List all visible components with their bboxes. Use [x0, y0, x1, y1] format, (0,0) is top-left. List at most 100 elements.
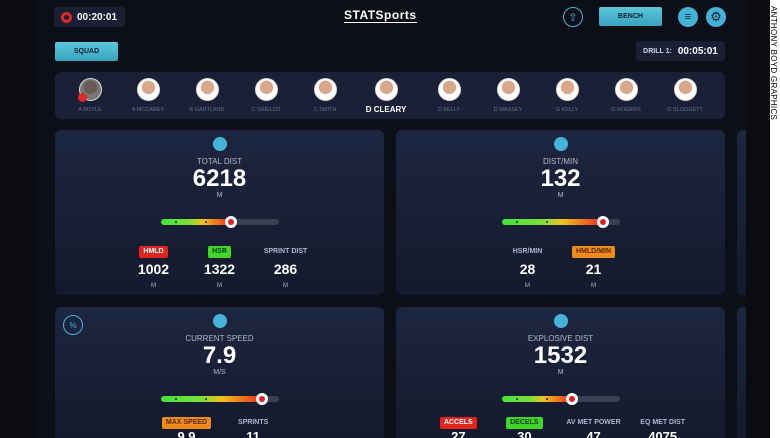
speedometer-icon [212, 314, 227, 328]
sub-metric: ACCELS 27 [434, 411, 482, 438]
card-current-speed: % CURRENT SPEED 7.9 M/S MAX SPEED 9.9 SPRI… [55, 307, 384, 438]
sub-metric-label: SPRINTS [237, 419, 269, 426]
avatar [254, 78, 278, 101]
player-name: G SLOGGETT [667, 107, 703, 113]
gauge-icon [553, 314, 568, 328]
avatar [374, 78, 398, 101]
sub-metric: AV MET POWER 47 [566, 411, 620, 438]
level-knob [566, 393, 579, 405]
card-partial [737, 307, 746, 438]
player-d-cleary[interactable]: D CLEARY [358, 78, 414, 114]
level-bar [160, 216, 279, 228]
player-name: D MASSEY [493, 107, 523, 113]
player-d-massey[interactable]: D MASSEY [480, 78, 536, 113]
metric-label: TOTAL DIST [196, 157, 243, 166]
statsports-logo: STATSports [344, 8, 417, 23]
player-b-gartland[interactable]: B GARTLAND [179, 78, 235, 113]
avatar [195, 78, 219, 101]
share-icon[interactable]: ⇧ [563, 7, 583, 27]
watermark: ANTHONY BOYD GRAPHICS [769, 6, 778, 121]
avatar [614, 78, 638, 101]
sub-metric-value: 11 [246, 429, 260, 438]
metric-value: 132 [540, 165, 581, 192]
player-name: G ROGERS [611, 107, 641, 113]
record-icon [61, 11, 72, 23]
card-total-dist: TOTAL DIST 6218 M HMLD 1002 M HSR 1322 M SPRIN… [55, 130, 384, 295]
player-g-sloggett[interactable]: G SLOGGETT [657, 78, 713, 113]
session-timer[interactable]: 00:20:01 [54, 7, 125, 27]
avatar [555, 78, 579, 101]
player-c-shields[interactable]: C SHIELDS [238, 78, 294, 113]
sub-metric-unit: M [151, 283, 156, 289]
player-g-kelly[interactable]: G KELLY [539, 78, 595, 113]
player-name: G KELLY [555, 107, 579, 113]
sub-metric: HSR 1322 M [196, 240, 244, 289]
percent-toggle-icon[interactable]: % [63, 315, 83, 335]
metric-value: 1532 [533, 342, 588, 369]
level-knob [255, 393, 268, 405]
sub-metric-value: 1322 [203, 261, 236, 277]
level-bar [160, 393, 279, 405]
sub-metric-value: 28 [519, 261, 536, 277]
sub-metric-value: 1002 [137, 261, 170, 277]
drill-timer: DRILL 1: 00:05:01 [636, 41, 725, 61]
sub-metric-value: 9.9 [177, 429, 196, 438]
sub-metric-unit: M [217, 283, 222, 289]
metric-label: CURRENT SPEED [185, 334, 254, 343]
sub-metric: SPRINTS 11 [229, 411, 277, 438]
sub-metric: EQ MET DIST 4075 [639, 411, 687, 438]
player-g-rogers[interactable]: G ROGERS [598, 78, 654, 113]
sub-metric-value: 30 [517, 429, 532, 438]
squad-button[interactable]: SQUAD [55, 42, 118, 61]
avatar [313, 78, 337, 101]
card-partial [737, 130, 746, 295]
sub-metric-unit: M [525, 283, 530, 289]
sub-metric-value: 47 [586, 429, 601, 438]
sub-metric-unit: M [283, 283, 288, 289]
metric-label: EXPLOSIVE DIST [527, 334, 594, 343]
metric-label: DIST/MIN [542, 157, 579, 166]
level-knob [596, 216, 609, 228]
player-d-kelly[interactable]: D KELLY [421, 78, 477, 113]
player-name: B GARTLAND [189, 107, 225, 113]
player-name: D CLEARY [365, 105, 407, 114]
avatar [136, 78, 160, 101]
card-dist-min: DIST/MIN 132 M HSR/MIN 28 M HMLD/MIN 21 M [396, 130, 725, 295]
level-knob [225, 216, 238, 228]
sub-metric: HMLD/MIN 21 M [570, 240, 618, 289]
avatar [77, 78, 102, 102]
sub-metric-label: EQ MET DIST [640, 419, 686, 426]
metric-value: 7.9 [202, 342, 237, 369]
sub-metric: DECELS 30 [500, 411, 548, 438]
metric-unit: M [557, 192, 564, 199]
player-name: A BOYLE [78, 107, 102, 113]
player-a-mccarey[interactable]: A MCCAREY [120, 78, 176, 113]
player-c-smith[interactable]: C SMITH [297, 78, 353, 113]
player-strip: A BOYLE A MCCAREY B GARTLAND C SHIELDS C SMI… [55, 72, 725, 119]
sub-metric-label: ACCELS [439, 417, 477, 429]
sub-metric-value: 27 [451, 429, 466, 438]
sub-metric-label: DECELS [506, 417, 543, 429]
app-screen: 00:20:01 STATSports ⇧ BENCH ≡ ⚙ SQUAD DR… [34, 0, 746, 438]
gear-icon[interactable]: ⚙ [706, 7, 726, 27]
sub-metric-label: HSR/MIN [512, 248, 543, 255]
sub-metric-label: SPRINT DIST [263, 248, 308, 255]
sub-metric-label: HMLD/MIN [572, 246, 615, 258]
player-a-boyle[interactable]: A BOYLE [62, 78, 118, 113]
player-name: A MCCAREY [131, 107, 165, 113]
sub-metric-value: 21 [585, 261, 602, 277]
sub-metric: SPRINT DIST 286 M [262, 240, 310, 289]
sub-metric-value: 286 [273, 261, 298, 277]
metric-unit: M [557, 369, 564, 376]
avatar [496, 78, 520, 101]
bench-button[interactable]: BENCH [599, 7, 662, 26]
database-icon[interactable]: ≡ [678, 7, 698, 27]
metric-unit: M [216, 192, 223, 199]
sub-metric-label: AV MET POWER [566, 419, 621, 426]
alert-icon [77, 93, 87, 102]
card-explosive-dist: EXPLOSIVE DIST 1532 M ACCELS 27 DECELS 30 AV… [396, 307, 725, 438]
location-pin-icon [212, 137, 227, 151]
sub-metric-value: 4075 [648, 429, 678, 438]
metric-unit: M/S [213, 369, 226, 376]
stopwatch-icon [553, 137, 568, 151]
